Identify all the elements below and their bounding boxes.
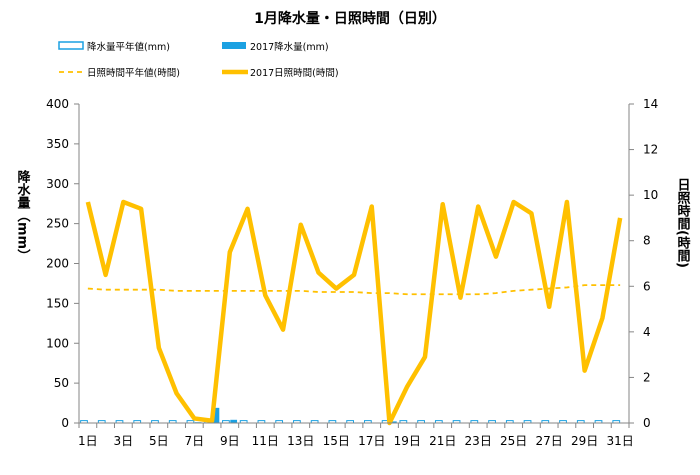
left-tick-label: 50 (54, 376, 69, 390)
chart-title: 1月降水量・日照時間（日別） (254, 10, 446, 27)
legend: 降水量平年値(mm) 2017降水量(mm) 日照時間平年値(時間) 2017日照時間… (58, 41, 339, 79)
left-axis-title: 降水量（mm） (15, 169, 32, 262)
legend-label: 日照時間平年値(時間) (87, 67, 180, 79)
x-tick-label: 11日 (252, 434, 279, 448)
bar-precip-2017 (212, 407, 220, 423)
left-tick-label: 0 (61, 416, 69, 430)
legend-swatch-precip-normal (58, 41, 84, 50)
x-tick-label: 15日 (323, 434, 350, 448)
right-tick-label: 10 (643, 188, 658, 202)
x-tick-label: 25日 (500, 434, 527, 448)
right-tick-label: 14 (643, 97, 658, 111)
x-axis: 1日 3日 5日 7日 9日 11日 13日 15日 17日 19日 21日 23日 25日 27日 29日… (78, 423, 634, 448)
left-tick-label: 200 (46, 257, 69, 271)
plot-frame (78, 104, 630, 424)
x-tick-label: 5日 (149, 434, 169, 448)
left-tick-label: 400 (46, 97, 69, 111)
right-tick-label: 0 (643, 416, 651, 430)
right-tick-label: 6 (643, 279, 651, 293)
left-tick-label: 100 (46, 336, 69, 350)
left-tick-label: 250 (46, 217, 69, 231)
left-tick-label: 350 (46, 137, 69, 151)
left-tick-label: 150 (46, 296, 69, 310)
right-tick-label: 4 (643, 325, 651, 339)
x-tick-label: 3日 (114, 434, 134, 448)
x-tick-label: 27日 (536, 434, 563, 448)
left-axis: 0 50 100 150 200 250 300 350 400 降水量（mm） (15, 97, 79, 430)
line-sunshine-2017 (85, 199, 623, 426)
x-tick-label: 21日 (429, 434, 456, 448)
legend-label: 2017日照時間(時間) (250, 68, 339, 79)
right-tick-label: 8 (643, 234, 651, 248)
right-axis: 0 2 4 6 8 10 12 14 日照時間(時間) (629, 97, 690, 430)
bars (80, 407, 621, 424)
lines (85, 199, 623, 426)
right-tick-label: 2 (643, 370, 651, 384)
x-tick-label: 29日 (571, 434, 598, 448)
x-tick-label: 9日 (220, 434, 240, 448)
legend-label: 2017降水量(mm) (250, 41, 329, 53)
x-tick-label: 31日 (606, 434, 633, 448)
x-tick-label: 17日 (358, 434, 385, 448)
bar-precip-2017 (230, 419, 238, 423)
line-sunshine-normal (87, 284, 621, 296)
left-tick-label: 300 (46, 177, 69, 191)
legend-swatch-precip-2017 (222, 42, 246, 49)
right-tick-label: 12 (643, 143, 658, 157)
right-axis-title: 日照時間(時間) (675, 178, 691, 268)
x-tick-label: 19日 (394, 434, 421, 448)
bar-precip-2017 (389, 421, 397, 423)
legend-label: 降水量平年値(mm) (87, 41, 170, 53)
x-tick-label: 7日 (185, 434, 205, 448)
x-tick-label: 1日 (78, 434, 98, 448)
x-tick-label: 13日 (287, 434, 314, 448)
x-tick-label: 23日 (465, 434, 492, 448)
